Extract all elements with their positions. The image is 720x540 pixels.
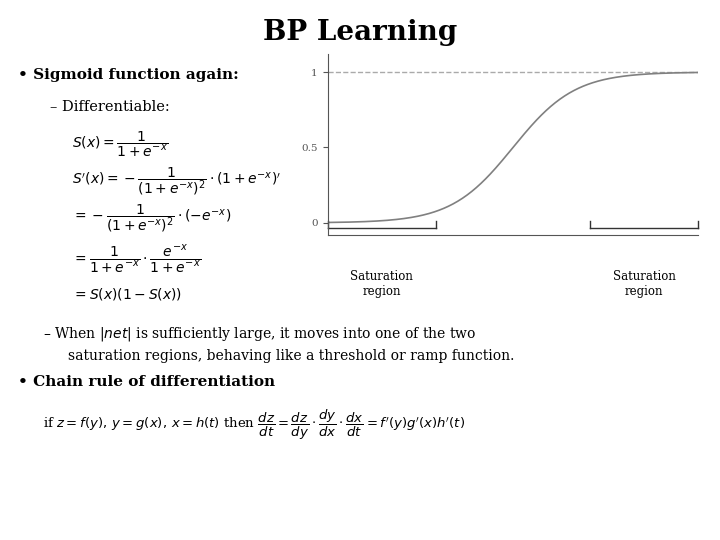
Text: $S(x) = \dfrac{1}{1+e^{-x}}$: $S(x) = \dfrac{1}{1+e^{-x}}$ bbox=[72, 130, 168, 159]
Text: – Differentiable:: – Differentiable: bbox=[50, 100, 170, 114]
Text: $= -\dfrac{1}{(1+e^{-x})^2} \cdot (-e^{-x})$: $= -\dfrac{1}{(1+e^{-x})^2} \cdot (-e^{-… bbox=[72, 202, 231, 234]
Text: Saturation
region: Saturation region bbox=[613, 270, 676, 298]
Text: Saturation
region: Saturation region bbox=[350, 270, 413, 298]
Text: BP Learning: BP Learning bbox=[263, 19, 457, 46]
Text: $= S(x)(1-S(x))$: $= S(x)(1-S(x))$ bbox=[72, 286, 182, 302]
Text: – When $|net|$ is sufficiently large, it moves into one of the two: – When $|net|$ is sufficiently large, it… bbox=[43, 325, 477, 343]
Text: • Sigmoid function again:: • Sigmoid function again: bbox=[18, 68, 239, 82]
Text: $S'(x) = -\dfrac{1}{(1+e^{-x})^2} \cdot (1+e^{-x})'$: $S'(x) = -\dfrac{1}{(1+e^{-x})^2} \cdot … bbox=[72, 165, 282, 197]
Text: if $z = f(y),\, y = g(x),\, x = h(t)$ then $\dfrac{dz}{dt} = \dfrac{dz}{dy} \cdo: if $z = f(y),\, y = g(x),\, x = h(t)$ th… bbox=[43, 408, 465, 442]
Text: • Chain rule of differentiation: • Chain rule of differentiation bbox=[18, 375, 275, 389]
Text: saturation regions, behaving like a threshold or ramp function.: saturation regions, behaving like a thre… bbox=[68, 349, 515, 363]
Text: $= \dfrac{1}{1+e^{-x}} \cdot \dfrac{e^{-x}}{1+e^{-x}}$: $= \dfrac{1}{1+e^{-x}} \cdot \dfrac{e^{-… bbox=[72, 243, 202, 274]
